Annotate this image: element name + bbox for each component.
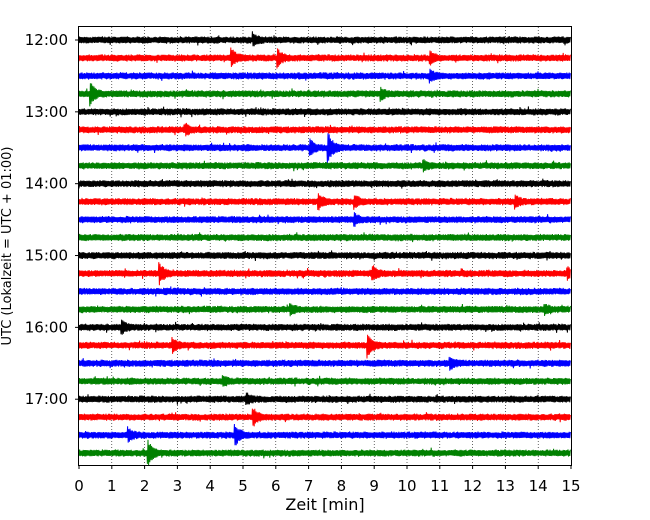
y-tick-label: 14:00 bbox=[25, 175, 68, 193]
x-tick-label: 14 bbox=[529, 477, 548, 495]
x-tick-label: 2 bbox=[140, 477, 150, 495]
y-tick-label: 17:00 bbox=[25, 390, 68, 408]
y-tick-label: 12:00 bbox=[25, 31, 68, 49]
x-tick-label: 15 bbox=[561, 477, 580, 495]
seismogram-trace bbox=[78, 193, 571, 211]
x-tick-label: 11 bbox=[430, 477, 449, 495]
x-axis: 0 1 2 3 4 5 6 7 8 9 10 11 12 13 14 15 bbox=[74, 465, 581, 495]
seismogram-trace bbox=[78, 178, 571, 189]
seismogram-trace bbox=[78, 356, 571, 371]
y-tick-label: 16:00 bbox=[25, 318, 68, 336]
seismogram-trace bbox=[78, 423, 571, 446]
seismogram-trace bbox=[78, 47, 571, 69]
x-tick-label: 9 bbox=[369, 477, 379, 495]
seismogram-trace bbox=[78, 439, 571, 466]
x-tick-label: 13 bbox=[496, 477, 515, 495]
seismogram-trace bbox=[78, 31, 571, 47]
seismogram-trace bbox=[78, 159, 571, 173]
x-tick-label: 4 bbox=[205, 477, 215, 495]
seismogram-trace bbox=[78, 408, 571, 427]
y-axis-label: UTC (Lokalzeit = UTC + 01:00) bbox=[0, 147, 15, 346]
seismogram-trace bbox=[78, 122, 571, 137]
x-tick-label: 12 bbox=[463, 477, 482, 495]
grid-lines bbox=[111, 27, 539, 465]
x-tick-label: 3 bbox=[173, 477, 183, 495]
plot-frame bbox=[78, 26, 572, 466]
seismogram-trace bbox=[78, 286, 571, 297]
seismogram-trace bbox=[78, 392, 571, 405]
seismogram-trace bbox=[78, 303, 571, 317]
x-axis-label: Zeit [min] bbox=[285, 495, 364, 514]
seismogram-trace bbox=[78, 83, 571, 107]
seismogram-trace bbox=[78, 250, 571, 261]
seismogram-trace bbox=[78, 375, 571, 387]
seismogram-trace bbox=[78, 319, 571, 335]
seismogram-trace bbox=[78, 262, 571, 286]
y-tick-label: 13:00 bbox=[25, 103, 68, 121]
x-tick-label: 6 bbox=[271, 477, 281, 495]
x-tick-label: 5 bbox=[238, 477, 248, 495]
seismogram-trace bbox=[78, 68, 571, 84]
seismogram-trace bbox=[78, 232, 571, 243]
y-tick-label: 15:00 bbox=[25, 247, 68, 265]
seismogram-trace bbox=[78, 334, 571, 359]
seismogram-trace bbox=[78, 212, 571, 227]
seismogram-traces bbox=[78, 31, 571, 466]
x-tick-label: 0 bbox=[74, 477, 84, 495]
x-tick-label: 10 bbox=[397, 477, 416, 495]
y-axis: 12:00 13:00 14:00 15:00 16:00 17:00 bbox=[25, 31, 79, 408]
x-tick-label: 1 bbox=[107, 477, 117, 495]
x-tick-label: 8 bbox=[337, 477, 347, 495]
seismogram-trace bbox=[78, 106, 571, 118]
x-tick-label: 7 bbox=[304, 477, 314, 495]
seismogram-trace bbox=[78, 133, 571, 164]
